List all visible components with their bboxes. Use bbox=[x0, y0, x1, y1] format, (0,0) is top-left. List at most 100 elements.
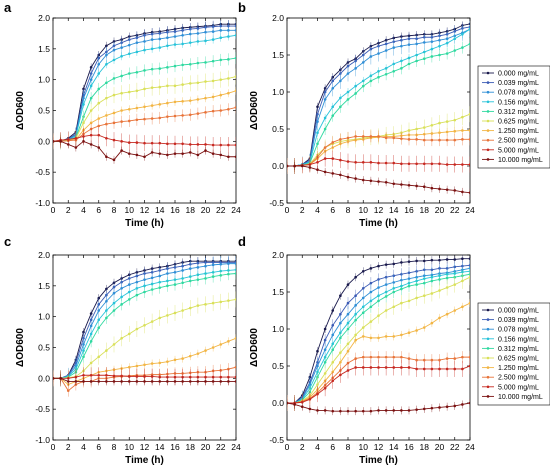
data-point bbox=[384, 49, 388, 52]
x-tick-label: 18 bbox=[186, 442, 196, 452]
x-tick-label: 16 bbox=[170, 442, 180, 452]
data-point bbox=[135, 153, 139, 157]
data-point bbox=[120, 295, 123, 299]
data-point bbox=[97, 296, 101, 300]
data-point bbox=[181, 99, 184, 103]
y-tick-label: 1.5 bbox=[272, 50, 284, 60]
x-tick-label: 10 bbox=[359, 442, 369, 452]
data-point bbox=[227, 272, 230, 276]
data-point bbox=[188, 62, 192, 66]
series-line bbox=[287, 43, 470, 167]
data-point bbox=[143, 290, 146, 294]
x-tick-label: 10 bbox=[125, 442, 135, 452]
data-point bbox=[204, 30, 207, 34]
legend-marker bbox=[486, 308, 490, 312]
data-point bbox=[211, 38, 215, 41]
data-point bbox=[135, 280, 139, 284]
y-tick-label: 0.5 bbox=[38, 106, 50, 116]
data-point bbox=[234, 375, 236, 379]
data-point bbox=[219, 153, 223, 157]
data-point bbox=[361, 409, 365, 413]
data-point bbox=[227, 375, 230, 379]
data-point bbox=[143, 278, 146, 281]
data-point bbox=[346, 327, 350, 331]
data-point bbox=[392, 281, 396, 284]
data-point bbox=[422, 57, 426, 60]
data-point bbox=[400, 409, 403, 412]
data-point bbox=[445, 276, 449, 280]
data-point bbox=[445, 163, 449, 166]
data-point bbox=[127, 152, 131, 155]
data-point bbox=[438, 258, 441, 262]
data-point bbox=[143, 141, 146, 145]
data-point bbox=[204, 349, 207, 352]
x-tick-label: 6 bbox=[96, 205, 101, 215]
data-point bbox=[407, 366, 411, 369]
data-point bbox=[173, 84, 177, 88]
data-point bbox=[308, 166, 312, 169]
data-point bbox=[89, 66, 93, 69]
data-point bbox=[166, 115, 169, 118]
data-point bbox=[369, 366, 373, 369]
data-point bbox=[181, 357, 184, 360]
data-point bbox=[181, 142, 184, 146]
data-point bbox=[354, 318, 357, 322]
y-axis-label: ΔOD600 bbox=[249, 91, 260, 130]
data-point bbox=[384, 295, 388, 298]
data-point bbox=[453, 163, 457, 166]
data-point bbox=[445, 188, 449, 191]
data-point bbox=[188, 99, 192, 102]
x-tick-label: 2 bbox=[300, 205, 305, 215]
data-point bbox=[438, 38, 441, 42]
data-point bbox=[377, 314, 380, 317]
x-tick-label: 10 bbox=[359, 205, 369, 215]
legend-label: 1.250 mg/mL bbox=[498, 365, 539, 372]
data-point bbox=[82, 103, 85, 106]
data-point bbox=[346, 98, 350, 101]
data-point bbox=[392, 262, 396, 266]
data-point bbox=[438, 358, 441, 362]
data-point bbox=[377, 161, 380, 165]
data-point bbox=[369, 409, 373, 413]
data-point bbox=[150, 375, 154, 378]
data-point bbox=[211, 346, 215, 349]
data-point bbox=[158, 361, 162, 365]
x-tick-label: 20 bbox=[435, 442, 445, 452]
data-point bbox=[445, 405, 449, 409]
data-point bbox=[97, 355, 101, 359]
data-point bbox=[59, 377, 62, 380]
data-point bbox=[422, 326, 426, 329]
data-point bbox=[66, 138, 70, 141]
data-point bbox=[468, 129, 470, 132]
data-point bbox=[219, 274, 223, 277]
data-point bbox=[97, 124, 101, 128]
data-point bbox=[407, 277, 411, 280]
data-point bbox=[219, 343, 223, 346]
data-point bbox=[204, 375, 207, 379]
data-point bbox=[461, 138, 464, 141]
panel-letter: c bbox=[4, 234, 11, 249]
data-point bbox=[143, 69, 146, 72]
data-point bbox=[361, 355, 365, 359]
data-point bbox=[369, 79, 373, 83]
data-point bbox=[453, 37, 457, 41]
x-tick-label: 16 bbox=[404, 205, 414, 215]
data-point bbox=[361, 61, 365, 64]
data-point bbox=[407, 138, 411, 141]
legend-marker bbox=[486, 395, 490, 398]
data-point bbox=[392, 366, 396, 369]
data-point bbox=[227, 380, 230, 383]
data-point bbox=[173, 100, 177, 104]
data-point bbox=[461, 163, 464, 166]
data-point bbox=[323, 98, 327, 101]
y-axis-label: ΔOD600 bbox=[15, 328, 26, 367]
data-point bbox=[438, 53, 441, 57]
data-point bbox=[158, 152, 162, 155]
data-point bbox=[188, 113, 192, 117]
data-point bbox=[188, 267, 192, 270]
data-point bbox=[331, 324, 335, 327]
legend-marker bbox=[486, 375, 490, 379]
legend-marker bbox=[486, 100, 490, 104]
data-point bbox=[308, 407, 312, 411]
data-point bbox=[400, 366, 403, 369]
